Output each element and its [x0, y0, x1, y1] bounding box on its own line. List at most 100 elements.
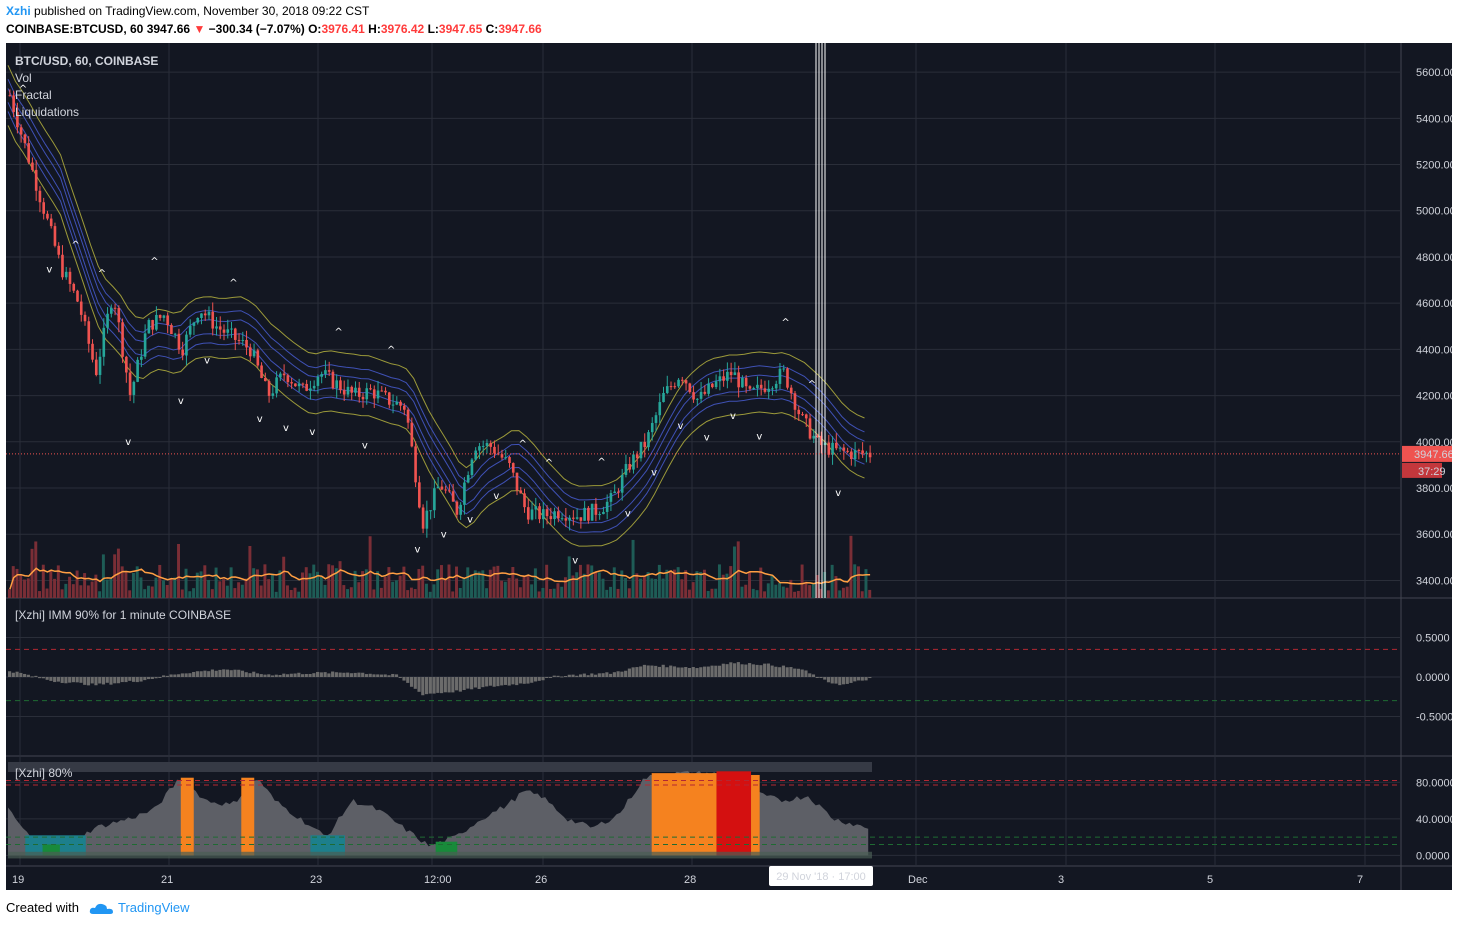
- tradingview-link[interactable]: TradingView: [118, 900, 190, 915]
- imm-bar: [237, 669, 241, 677]
- imm-bar: [733, 663, 737, 677]
- candle-body: [632, 454, 635, 470]
- candle-body: [342, 390, 346, 395]
- volume-bar: [620, 570, 624, 598]
- high-label: H:: [368, 22, 381, 36]
- volume-bar: [331, 565, 335, 598]
- volume-bar: [717, 564, 721, 598]
- volume-bar: [639, 578, 643, 598]
- imm-bar: [466, 677, 470, 689]
- volume-bar: [233, 588, 237, 598]
- volume-bar: [567, 556, 571, 598]
- imm-bar: [139, 677, 143, 682]
- candle-body: [267, 381, 271, 396]
- imm-bar: [244, 672, 248, 677]
- volume-bar: [413, 589, 417, 598]
- fractal-down-marker: v: [835, 488, 841, 499]
- candle-body: [414, 446, 417, 483]
- low-label: L:: [427, 22, 439, 36]
- imm-bar: [135, 677, 139, 683]
- volume-bar: [548, 588, 552, 598]
- candle-body: [598, 514, 601, 516]
- imm-bar: [120, 677, 124, 683]
- candle-body: [545, 509, 549, 517]
- imm-bar: [533, 677, 538, 682]
- volume-bar: [222, 579, 226, 598]
- imm-bar: [556, 675, 560, 677]
- imm-bar: [94, 677, 98, 686]
- volume-bar: [436, 569, 440, 598]
- fractal-up-marker: ^: [71, 240, 79, 251]
- fractal-up-marker: ^: [518, 439, 526, 450]
- volume-bar: [699, 571, 703, 598]
- candle-body: [429, 510, 432, 512]
- fractal-down-marker: v: [677, 421, 683, 432]
- candle-body: [748, 386, 752, 389]
- candle-body: [173, 333, 177, 335]
- volume-bar: [488, 569, 492, 598]
- imm-bar: [605, 672, 609, 677]
- imm-bar: [240, 670, 245, 677]
- candle-body: [831, 442, 834, 455]
- chart-canvas[interactable]: 5600.00 5400.00 5200.00 5000.00 4800.00 4600.…: [6, 43, 1452, 890]
- volume-bar: [368, 536, 372, 598]
- imm-bar: [515, 677, 519, 686]
- volume-bar: [240, 584, 244, 598]
- candle-body: [635, 454, 639, 459]
- volume-bar: [274, 591, 278, 598]
- candle-body: [365, 388, 369, 400]
- volume-bar: [146, 585, 150, 598]
- volume-bar: [154, 577, 158, 598]
- price-tick-label: 4800.00: [1416, 252, 1452, 264]
- imm-bar: [38, 677, 42, 679]
- candle-body: [218, 326, 222, 330]
- candle-body: [143, 333, 147, 357]
- candle-body: [789, 387, 793, 394]
- imm-bar: [548, 677, 553, 678]
- imm-bar: [30, 676, 34, 678]
- candle-body: [410, 422, 414, 447]
- candle-body: [684, 380, 688, 384]
- candle-body: [857, 450, 861, 452]
- imm-bar: [500, 677, 504, 686]
- author-link[interactable]: Xzhi: [6, 4, 31, 18]
- chart-area[interactable]: 5600.00 5400.00 5200.00 5000.00 4800.00 4600.…: [6, 43, 1452, 890]
- volume-bar: [582, 573, 586, 598]
- imm-bar: [90, 677, 94, 684]
- imm-bar: [612, 672, 616, 677]
- last-price-badge: [1402, 445, 1452, 462]
- volume-bar: [158, 564, 162, 598]
- volume-bar: [225, 585, 229, 598]
- imm-bar: [19, 672, 23, 677]
- candle-body: [673, 386, 677, 388]
- candle-body: [853, 450, 857, 459]
- candle-body: [188, 325, 192, 335]
- volume-bar: [864, 569, 868, 598]
- price-change: −300.34 (−7.07%): [208, 22, 305, 36]
- imm-bar: [451, 677, 455, 693]
- imm-bar: [518, 677, 523, 684]
- candle-body: [511, 463, 515, 473]
- volume-bar: [293, 587, 297, 598]
- imm-bar: [199, 671, 203, 677]
- candle-body: [560, 518, 564, 520]
- pct-highlight-band: [310, 835, 345, 856]
- indicator-legend: Vol: [15, 71, 32, 85]
- imm-bar: [545, 677, 549, 678]
- volume-bar: [308, 573, 312, 598]
- symbol-label: COINBASE:BTCUSD, 60: [6, 22, 144, 36]
- imm-bar: [342, 672, 346, 677]
- price-tick-label: 3600.00: [1416, 529, 1452, 541]
- pct-highlight-band: [241, 777, 255, 856]
- candle-body: [819, 435, 823, 446]
- volume-bar: [590, 565, 594, 598]
- candle-body: [196, 317, 200, 323]
- ribbon-line: [7, 88, 865, 510]
- volume-bar: [853, 564, 857, 598]
- fractal-down-marker: v: [283, 423, 289, 434]
- candle-body: [361, 396, 365, 400]
- imm-bar: [778, 667, 782, 677]
- candle-body: [125, 356, 128, 373]
- imm-bar: [53, 677, 57, 683]
- imm-bar: [23, 673, 27, 677]
